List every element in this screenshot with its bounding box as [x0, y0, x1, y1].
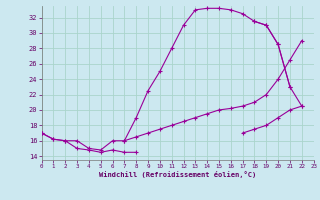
X-axis label: Windchill (Refroidissement éolien,°C): Windchill (Refroidissement éolien,°C)	[99, 171, 256, 178]
